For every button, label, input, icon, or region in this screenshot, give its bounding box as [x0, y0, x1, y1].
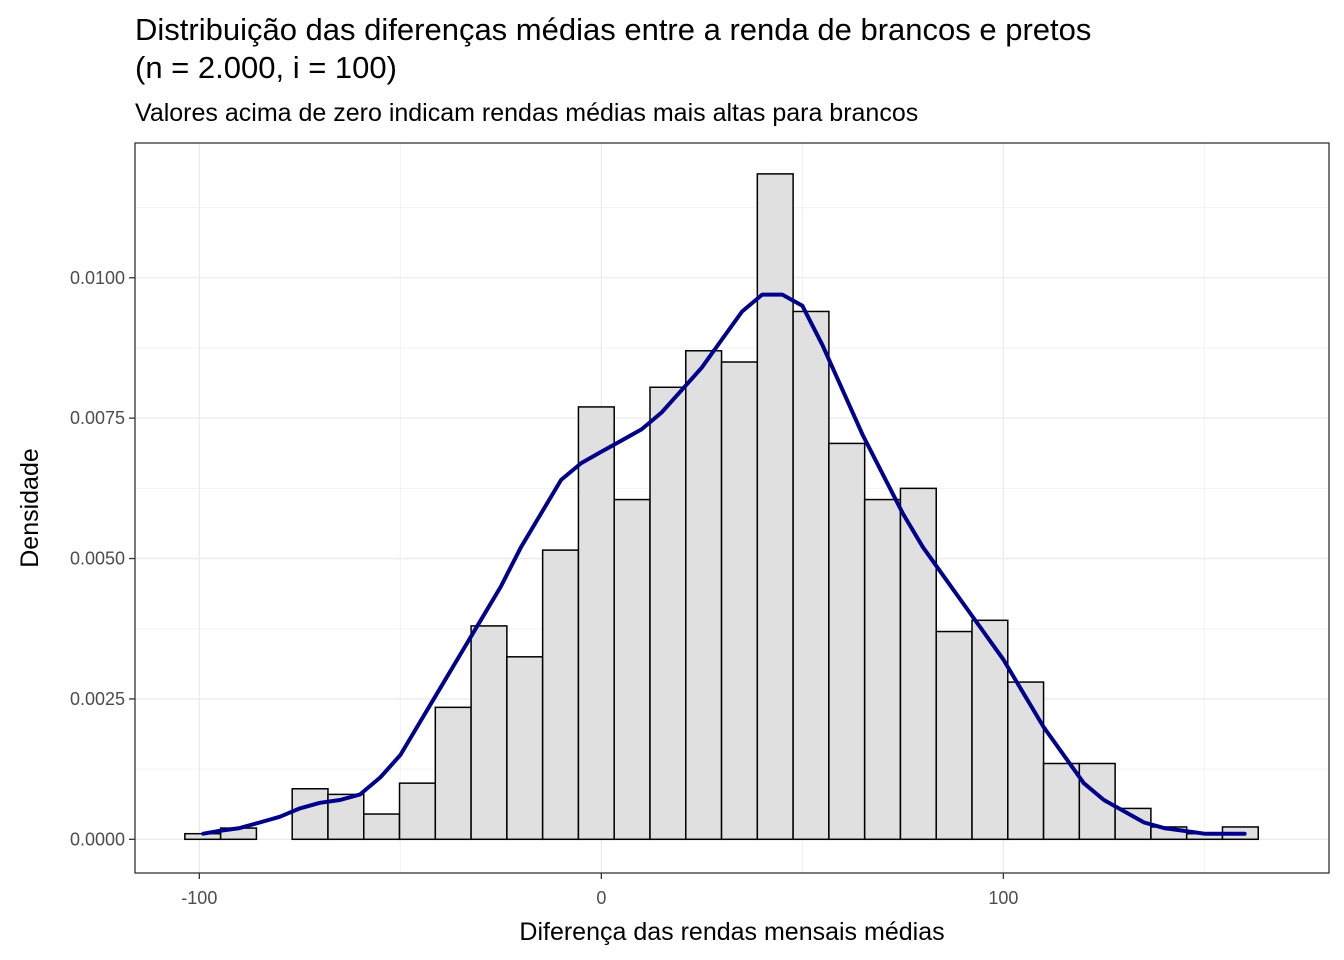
- histogram-bar: [506, 656, 544, 841]
- chart-title-line-1: Distribuição das diferenças médias entre…: [135, 12, 1091, 47]
- histogram-bar: [577, 406, 615, 841]
- histogram-bar: [792, 310, 830, 841]
- x-tick-label: 0: [596, 888, 606, 908]
- y-axis: 0.0000 0.0025 0.0050 0.0075 0.0100: [70, 268, 135, 849]
- histogram-bar: [720, 361, 759, 841]
- y-tick-label: 0.0000: [70, 829, 125, 849]
- histogram-bar: [756, 173, 794, 841]
- plot-border: [134, 142, 1330, 874]
- histogram-bar: [649, 386, 687, 841]
- density-curve: [201, 292, 1247, 836]
- y-tick-label: 0.0025: [70, 689, 125, 709]
- histogram-bars: [184, 173, 1259, 841]
- histogram-bar: [1042, 762, 1081, 841]
- histogram-bar: [291, 788, 329, 841]
- x-tick-label: -100: [181, 888, 217, 908]
- y-axis-label: Densidade: [16, 448, 44, 568]
- histogram-bar: [613, 498, 651, 841]
- x-axis-label: Diferença das rendas mensais médias: [519, 918, 944, 946]
- y-tick-label: 0.0050: [70, 549, 125, 569]
- chart-title-line-2: (n = 2.000, i = 100): [135, 50, 397, 85]
- histogram-bar: [470, 625, 508, 841]
- histogram-bar: [362, 813, 401, 841]
- y-tick-label: 0.0100: [70, 268, 125, 288]
- histogram-bar: [398, 782, 437, 841]
- y-tick-label: 0.0075: [70, 408, 125, 428]
- histogram-bar: [863, 498, 902, 841]
- histogram-bar: [541, 549, 580, 841]
- histogram-bar: [1007, 681, 1045, 841]
- x-axis: -100 0 100: [181, 873, 1018, 908]
- histogram-bar: [935, 630, 973, 841]
- chart-subtitle: Valores acima de zero indicam rendas méd…: [135, 99, 918, 127]
- histogram-bar: [971, 619, 1009, 841]
- histogram-bar: [828, 442, 866, 841]
- histogram-bar: [685, 350, 723, 841]
- histogram-bar: [899, 487, 937, 841]
- x-tick-label: 100: [988, 888, 1018, 908]
- plot-panel: [134, 142, 1330, 874]
- histogram-bar: [434, 706, 472, 841]
